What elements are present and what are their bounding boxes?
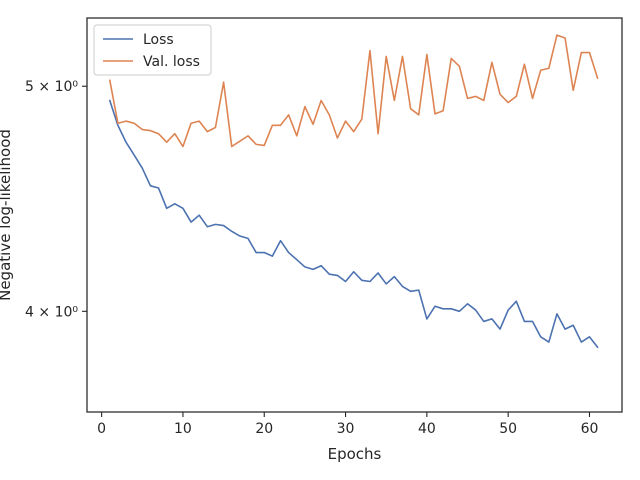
y-axis: 4 × 10⁰ 5 × 10⁰	[25, 79, 87, 320]
legend-label-val-loss: Val. loss	[143, 54, 200, 70]
series-group	[108, 34, 599, 349]
legend-label-loss: Loss	[143, 32, 174, 48]
legend: Loss Val. loss	[93, 24, 212, 76]
x-tick-label: 20	[255, 421, 273, 437]
y-axis-label: Negative log-likelihood	[0, 129, 14, 301]
plot-area	[86, 17, 623, 413]
x-axis: 0 10 20 30 40 50 60	[97, 412, 598, 437]
x-tick-label: 60	[581, 421, 599, 437]
x-tick-label: 50	[499, 421, 517, 437]
y-tick-label: 4 × 10⁰	[25, 304, 78, 320]
series-line-val-loss	[108, 34, 599, 148]
legend-box	[93, 24, 212, 76]
x-tick-label: 0	[97, 421, 106, 437]
x-tick-label: 30	[337, 421, 355, 437]
x-tick-label: 10	[174, 421, 192, 437]
plot-frame	[86, 17, 623, 413]
y-tick-label: 5 × 10⁰	[25, 79, 78, 95]
x-axis-label: Epochs	[328, 445, 382, 463]
series-line-loss	[108, 99, 599, 349]
x-tick-label: 40	[418, 421, 436, 437]
